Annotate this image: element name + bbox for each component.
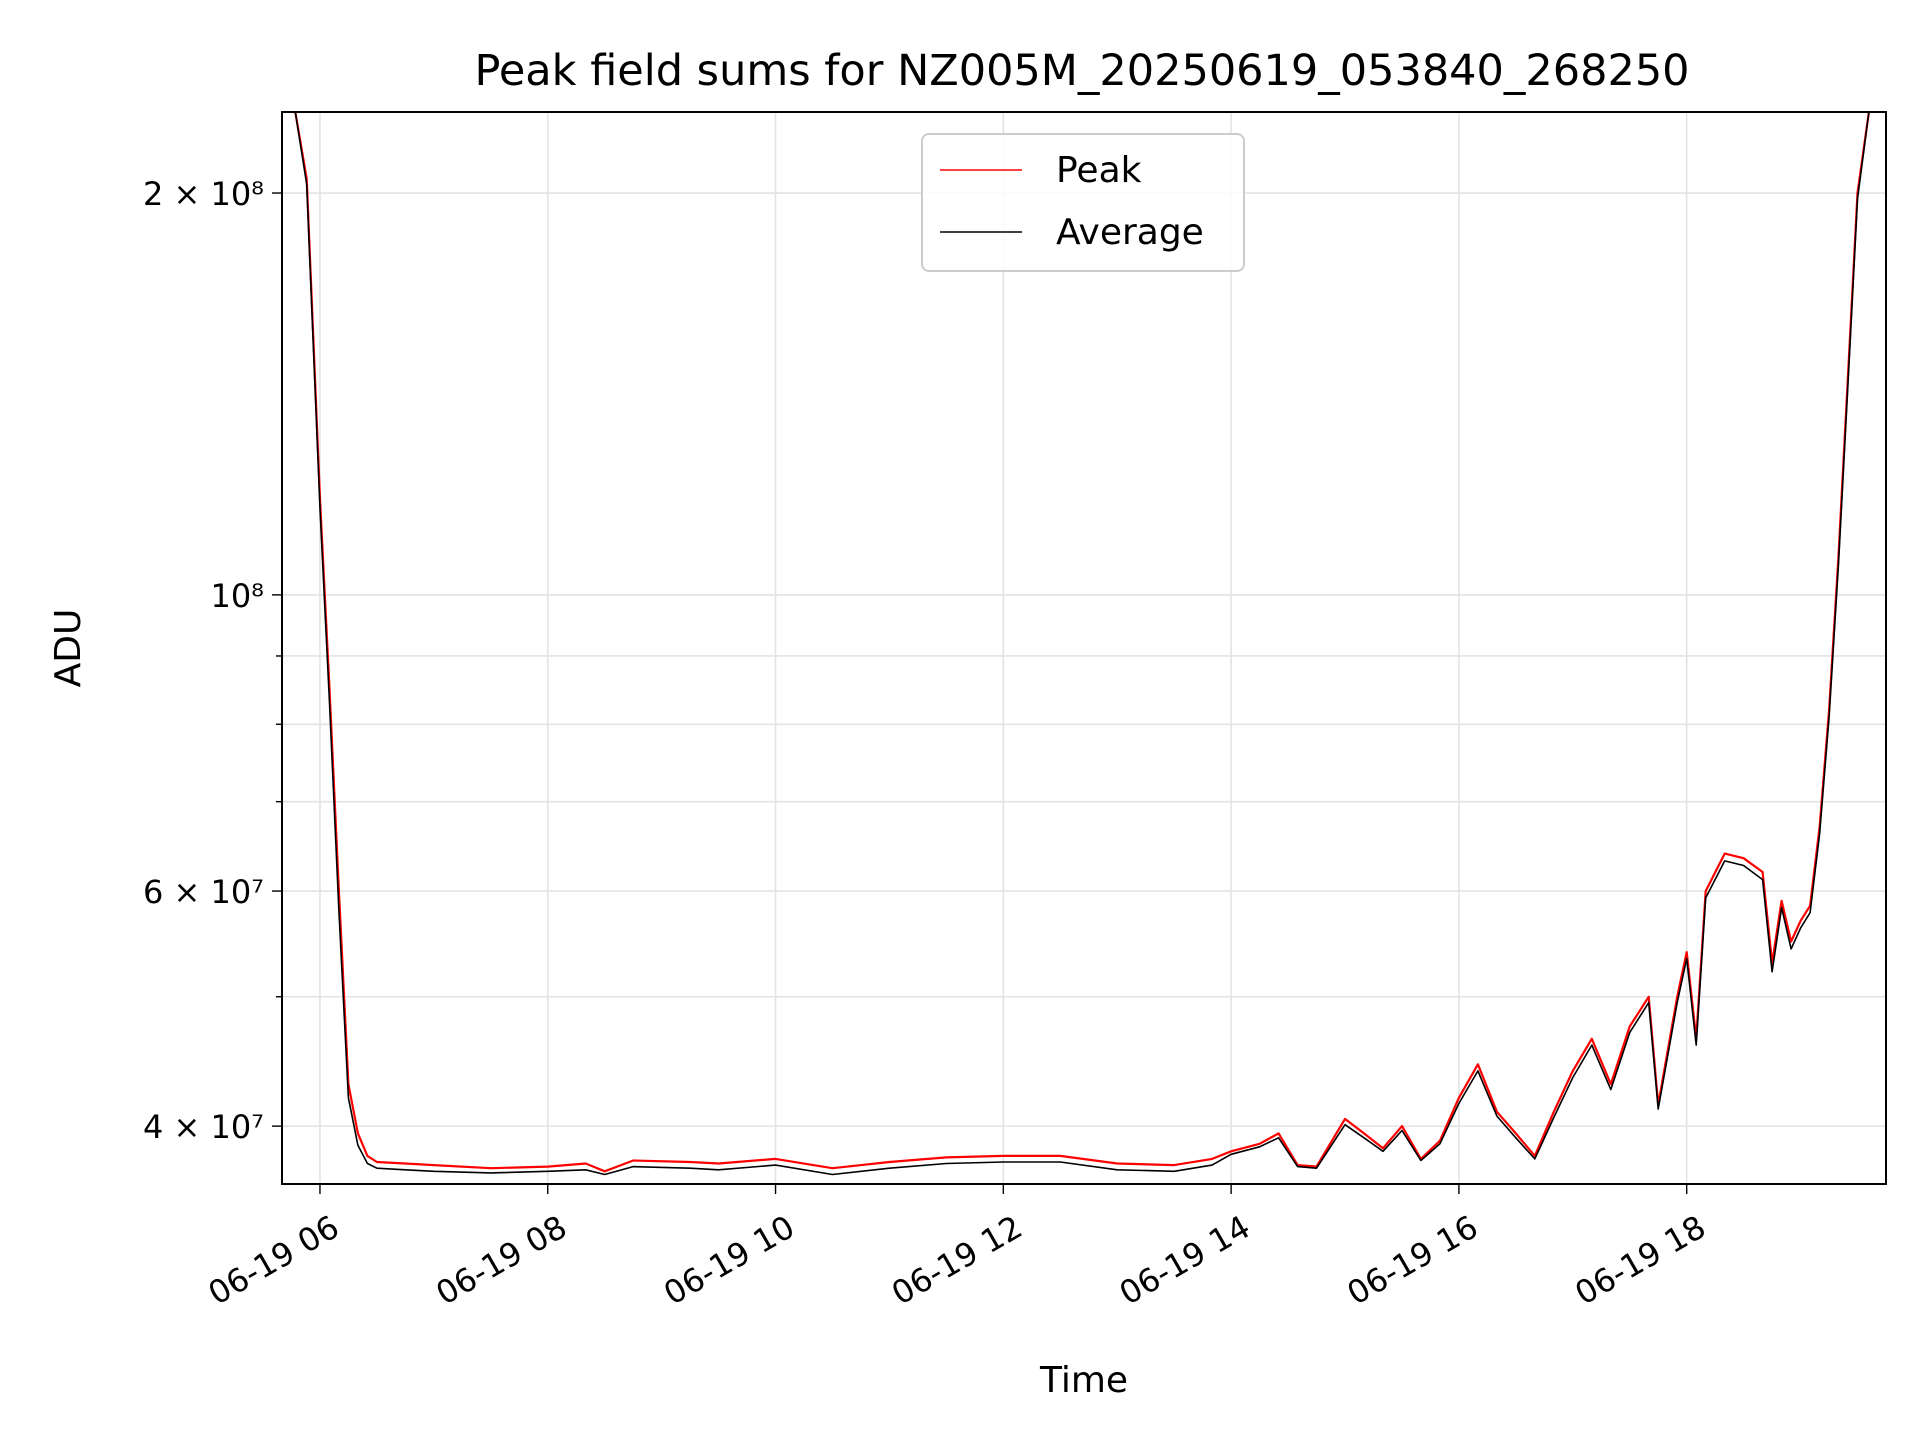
- legend-box: [921, 133, 1245, 272]
- legend-label-average: Average: [1056, 212, 1204, 253]
- legend: Peak Average: [921, 133, 1245, 272]
- y-tick-label: 6 × 10⁷: [143, 873, 264, 911]
- peak-series-line: [294, 111, 1870, 1173]
- x-axis-label: Time: [1039, 1360, 1128, 1401]
- chart-title: Peak field sums for NZ005M_20250619_0538…: [474, 46, 1689, 96]
- plot-frame: [281, 111, 1887, 1185]
- y-axis: 4 × 10⁷ 6 × 10⁷ 10⁸ 2 × 10⁸: [143, 175, 282, 1146]
- y-tick-label: 10⁸: [210, 577, 264, 615]
- legend-label-peak: Peak: [1056, 150, 1142, 191]
- y-tick-label: 2 × 10⁸: [143, 175, 264, 213]
- average-series-line: [294, 111, 1870, 1176]
- y-tick-label: 4 × 10⁷: [143, 1108, 264, 1146]
- data-series: [294, 111, 1870, 1176]
- y-axis-label: ADU: [48, 609, 89, 688]
